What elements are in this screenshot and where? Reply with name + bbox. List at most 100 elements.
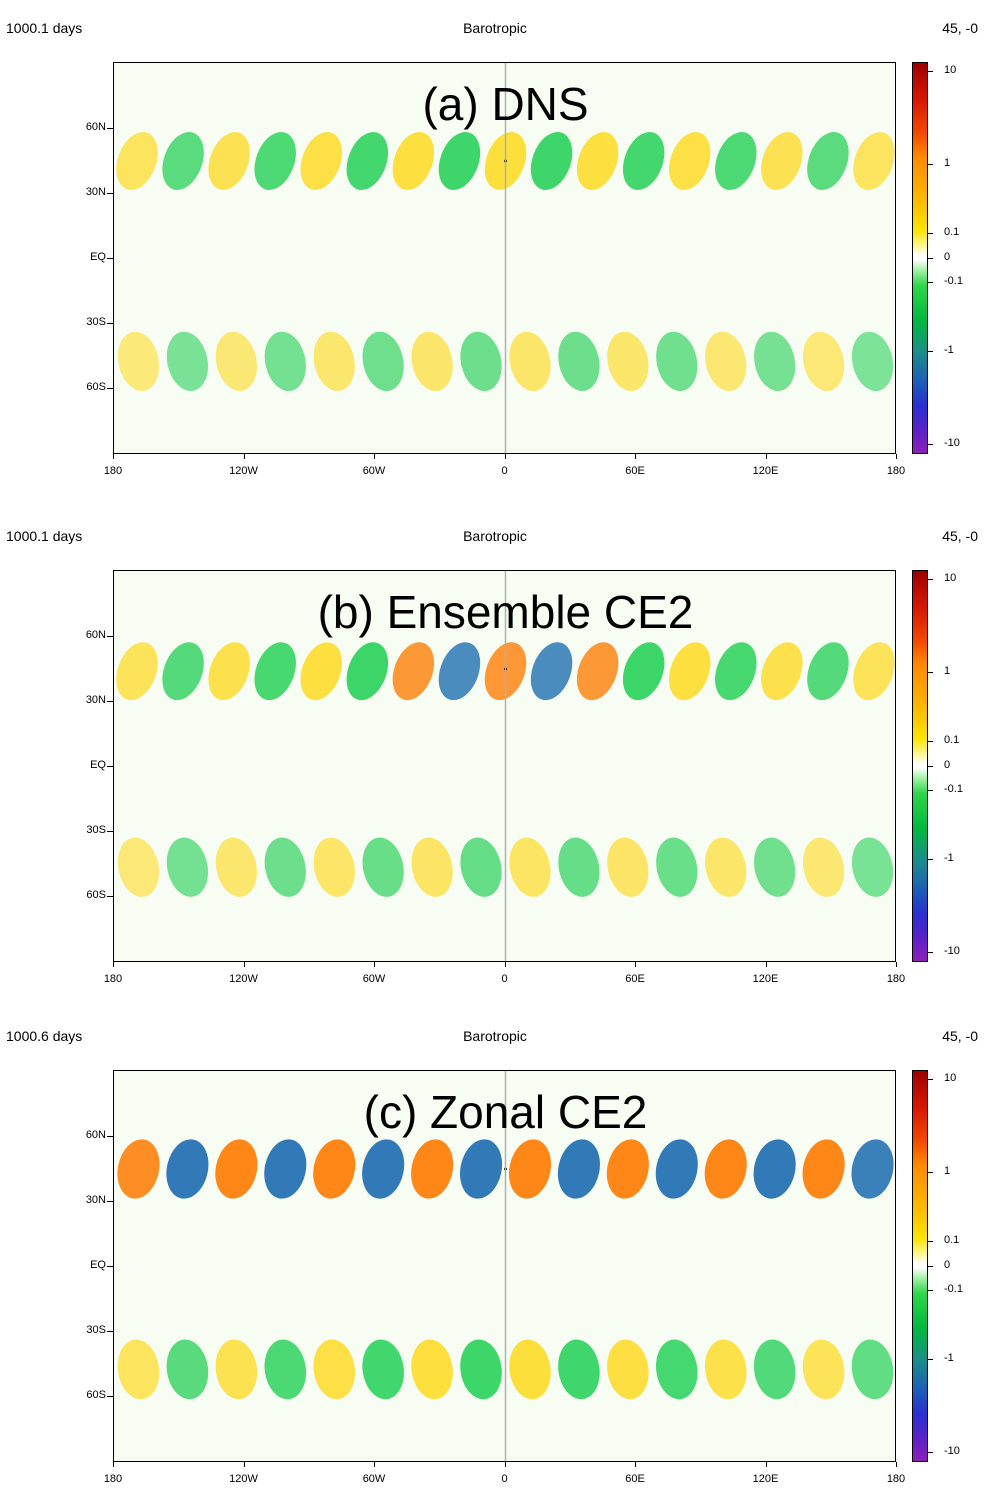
y-tick — [107, 1266, 113, 1267]
negative-anomaly — [851, 331, 894, 391]
positive-anomaly — [392, 642, 435, 701]
colorbar-tick — [928, 258, 933, 259]
negative-anomaly — [807, 132, 849, 190]
negative-anomaly — [346, 642, 389, 701]
y-tick — [107, 193, 113, 194]
positive-anomaly — [576, 132, 619, 190]
positive-anomaly — [509, 837, 551, 897]
x-tick — [113, 962, 114, 967]
map-plot: (b) Ensemble CE2 — [113, 570, 896, 962]
x-tick-label: 120W — [229, 465, 258, 477]
panel-label: (c) Zonal CE2 — [363, 1086, 648, 1138]
x-tick-label: 180 — [103, 465, 123, 477]
x-tick — [896, 1462, 897, 1467]
positive-anomaly — [761, 642, 803, 701]
colorbar-tick-label: -10 — [944, 437, 960, 449]
positive-anomaly — [116, 642, 158, 701]
y-tick-label: 30S — [86, 1324, 106, 1336]
negative-anomaly — [166, 331, 209, 391]
negative-anomaly — [459, 1139, 503, 1199]
positive-anomaly — [411, 1139, 454, 1199]
colorbar-tick-label: -0.1 — [944, 1283, 963, 1295]
colorbar-tick — [928, 164, 933, 165]
colorbar-tick — [928, 672, 933, 673]
x-tick-label: 60W — [362, 973, 386, 985]
x-tick-label: 180 — [886, 973, 906, 985]
positive-anomaly — [704, 1139, 747, 1199]
map-panel: 1000.6 days Barotropic 45, -0 (c) Zonal CE2… — [0, 1008, 990, 1508]
positive-anomaly — [313, 1339, 355, 1400]
colorbar-tick-label: 10 — [944, 64, 957, 76]
y-tick-label: 30S — [86, 316, 106, 328]
negative-anomaly — [460, 1339, 502, 1400]
positive-anomaly — [117, 1139, 160, 1199]
positive-anomaly — [802, 1339, 845, 1400]
y-tick-label: 30N — [85, 694, 106, 706]
negative-anomaly — [851, 1339, 894, 1400]
x-tick — [113, 454, 114, 459]
positive-anomaly — [117, 837, 160, 897]
x-tick-label: 60W — [362, 1473, 386, 1485]
positive-anomaly — [668, 642, 711, 701]
y-tick — [107, 1396, 113, 1397]
time-label: 1000.6 days — [6, 1028, 83, 1044]
negative-anomaly — [753, 1339, 796, 1400]
negative-anomaly — [166, 837, 209, 897]
colorbar — [912, 1070, 928, 1462]
negative-anomaly — [362, 1139, 405, 1199]
x-tick-label: 0 — [501, 973, 508, 985]
x-tick-label: 60W — [362, 465, 386, 477]
negative-anomaly — [715, 642, 757, 701]
positive-anomaly — [116, 132, 158, 190]
colorbar-tick — [928, 1079, 933, 1080]
negative-anomaly — [656, 331, 698, 391]
x-tick — [504, 1462, 506, 1467]
x-tick-label: 120E — [752, 465, 779, 477]
colorbar-tick — [928, 952, 933, 953]
x-tick-label: 120E — [752, 1473, 779, 1485]
panel-label: (b) Ensemble CE2 — [317, 586, 694, 638]
x-tick-label: 180 — [886, 465, 906, 477]
negative-anomaly — [254, 132, 296, 190]
y-tick-label: 60S — [86, 381, 106, 393]
colorbar-tick-label: -0.1 — [944, 275, 963, 287]
x-tick — [243, 1462, 245, 1467]
negative-anomaly — [807, 642, 849, 701]
y-tick — [107, 831, 113, 832]
negative-anomaly — [162, 132, 204, 190]
field-title: Barotropic — [463, 1028, 527, 1044]
negative-anomaly — [254, 642, 296, 701]
negative-anomaly — [346, 132, 389, 190]
x-tick — [896, 454, 897, 459]
positive-anomaly — [215, 1139, 258, 1199]
negative-anomaly — [754, 837, 796, 897]
negative-anomaly — [622, 132, 665, 190]
x-tick — [113, 1462, 114, 1467]
positive-anomaly — [208, 642, 250, 701]
positive-anomaly — [705, 837, 747, 897]
colorbar-tick — [928, 1172, 933, 1173]
x-tick — [374, 1462, 375, 1467]
heatmap — [114, 63, 895, 453]
positive-anomaly — [607, 837, 649, 897]
y-tick-label: 60N — [85, 629, 106, 641]
colorbar-tick — [928, 1452, 933, 1453]
colorbar — [912, 62, 928, 454]
positive-anomaly — [208, 132, 250, 190]
colorbar-tick-label: 0 — [944, 1259, 951, 1271]
negative-anomaly — [558, 837, 600, 897]
colorbar-tick-label: 0 — [944, 759, 951, 771]
colorbar-tick-label: 1 — [944, 1165, 951, 1177]
negative-anomaly — [460, 837, 502, 897]
x-tick-label: 180 — [103, 973, 123, 985]
colorbar-tick-label: -1 — [944, 852, 954, 864]
negative-anomaly — [362, 837, 404, 897]
y-tick — [107, 896, 113, 897]
x-tick — [504, 454, 506, 459]
colorbar-tick — [928, 71, 933, 72]
positive-anomaly — [576, 642, 619, 701]
y-tick-label: 60N — [85, 1129, 106, 1141]
positive-anomaly — [117, 1339, 160, 1400]
colorbar-tick — [928, 579, 933, 580]
negative-anomaly — [264, 837, 306, 897]
